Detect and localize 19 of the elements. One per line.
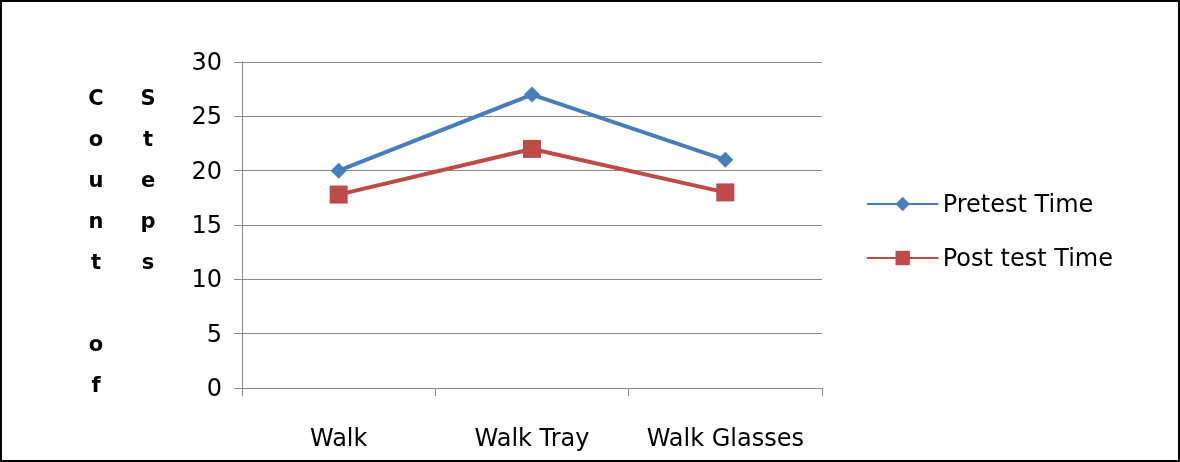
x-tick-label: Walk Tray bbox=[474, 424, 590, 452]
point bbox=[717, 151, 734, 168]
point bbox=[330, 162, 347, 179]
point bbox=[524, 86, 540, 103]
y-tick-label: 10 bbox=[191, 265, 222, 294]
text: Count of Steps bbox=[84, 86, 160, 414]
y-tick-label: 0 bbox=[206, 374, 222, 402]
legend-label: Post test Time bbox=[942, 244, 1113, 272]
legend-label: Pretest Time bbox=[942, 190, 1094, 218]
x-tick-label: Walk Glasses bbox=[646, 424, 805, 452]
y-tick-label: 30 bbox=[191, 48, 222, 76]
y-tick-label: 15 bbox=[191, 211, 222, 239]
point bbox=[523, 139, 541, 158]
x-tick-label: Walk bbox=[309, 424, 368, 452]
y-tick-label: 5 bbox=[206, 319, 222, 348]
y-tick-label: 25 bbox=[191, 102, 222, 131]
point bbox=[716, 183, 735, 202]
point bbox=[329, 185, 348, 204]
y-tick-label: 20 bbox=[191, 156, 222, 185]
